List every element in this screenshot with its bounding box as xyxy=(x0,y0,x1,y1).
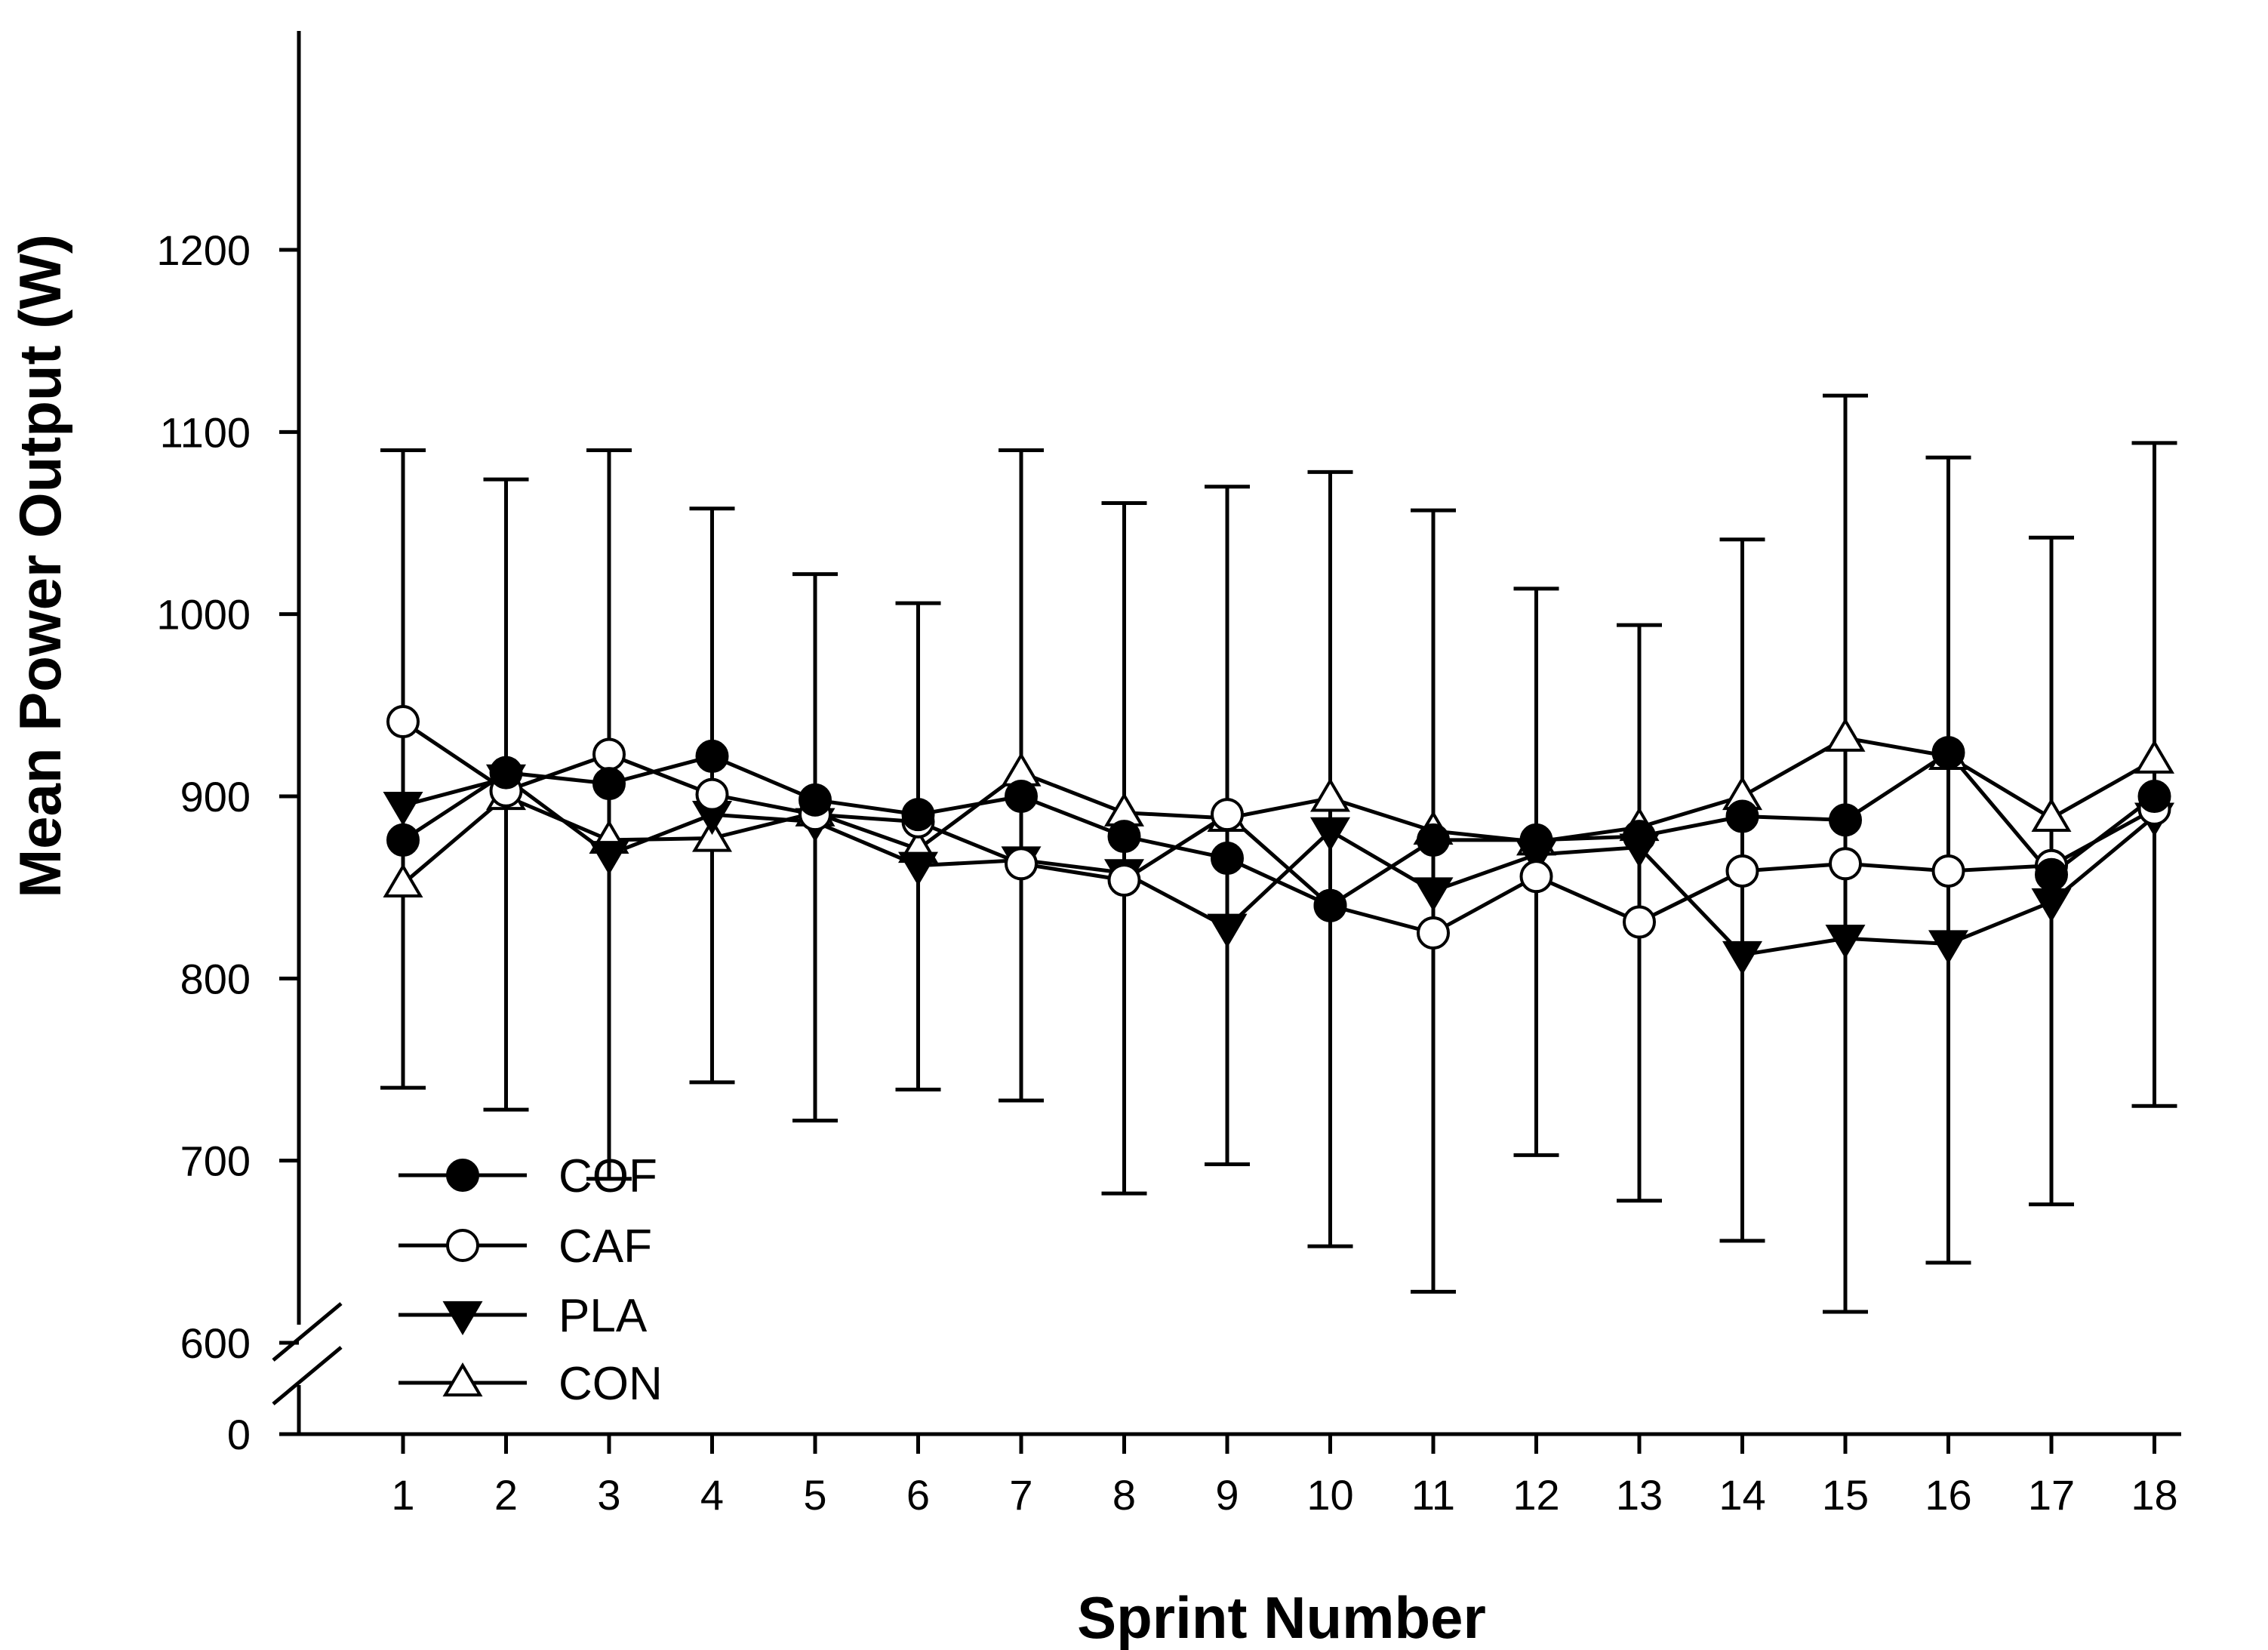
y-axis-title: Mean Power Output (W) xyxy=(7,234,73,898)
data-point-cof xyxy=(1725,799,1759,833)
series-line-con xyxy=(402,736,2156,885)
y-axis-break-mark xyxy=(272,1302,343,1362)
data-point-caf xyxy=(1005,847,1038,881)
x-tick-label: 15 xyxy=(1822,1471,1869,1519)
data-point-caf xyxy=(1417,916,1450,950)
x-tick-label: 12 xyxy=(1513,1471,1559,1519)
x-tick-label: 1 xyxy=(391,1471,414,1519)
y-tick-label: 600 xyxy=(180,1319,251,1367)
y-tick-label: 700 xyxy=(180,1137,251,1185)
x-tick-label: 3 xyxy=(597,1471,620,1519)
data-point-cof xyxy=(695,739,729,773)
legend-label-pla: PLA xyxy=(559,1290,648,1342)
legend-label-con: CON xyxy=(559,1358,663,1410)
data-point-cof xyxy=(386,823,420,857)
data-point-cof xyxy=(1829,803,1862,837)
series-markers xyxy=(383,705,2174,975)
data-point-cof xyxy=(1623,820,1656,854)
series-line-cof xyxy=(402,750,2156,908)
legend: COF CAF PLA CON xyxy=(399,1150,663,1410)
data-point-cof xyxy=(1211,842,1244,876)
data-point-caf xyxy=(1107,863,1141,897)
data-point-cof xyxy=(1417,823,1450,857)
y-tick-label: 900 xyxy=(180,773,251,820)
data-point-pla xyxy=(1825,925,1866,959)
x-tick-label: 4 xyxy=(700,1471,724,1519)
data-point-caf xyxy=(592,737,626,771)
y-tick-label: 800 xyxy=(180,955,251,1002)
x-axis-title: Sprint Number xyxy=(1077,1584,1486,1650)
data-point-pla xyxy=(2031,888,2072,922)
x-tick-label: 8 xyxy=(1112,1471,1136,1519)
y-tick-label: 1100 xyxy=(160,408,251,456)
data-point-caf xyxy=(1829,847,1862,881)
y-tick-label: 1200 xyxy=(156,226,251,274)
x-tick-label: 9 xyxy=(1215,1471,1239,1519)
x-tick-label: 14 xyxy=(1719,1471,1765,1519)
data-point-cof xyxy=(2035,857,2068,891)
data-point-pla xyxy=(1310,817,1350,851)
data-point-cof xyxy=(2137,780,2171,813)
data-point-con xyxy=(1310,777,1350,812)
data-point-con xyxy=(1825,717,1866,752)
data-point-cof xyxy=(1519,823,1553,857)
data-point-cof xyxy=(1313,888,1347,922)
data-point-pla xyxy=(383,791,423,827)
x-tick-label: 16 xyxy=(1925,1471,1971,1519)
data-point-cof xyxy=(901,798,935,832)
data-point-con xyxy=(692,817,732,852)
series-line-caf xyxy=(402,719,2156,935)
data-point-pla xyxy=(1413,877,1454,912)
y-tick-label: 1000 xyxy=(156,591,251,639)
data-point-cof xyxy=(1005,780,1038,813)
x-tick-label: 17 xyxy=(2028,1471,2075,1519)
x-tick-label: 18 xyxy=(2131,1471,2177,1519)
legend-marker-caf xyxy=(446,1229,479,1262)
data-point-caf xyxy=(386,705,420,739)
data-point-pla xyxy=(1928,930,1968,965)
data-point-caf xyxy=(1931,854,1965,888)
legend-marker-pla xyxy=(442,1301,483,1335)
legend-label-caf: CAF xyxy=(559,1221,652,1273)
x-tick-label: 2 xyxy=(494,1471,518,1519)
data-point-pla xyxy=(1207,913,1248,948)
legend-marker-cof xyxy=(446,1159,479,1192)
series-line-pla xyxy=(402,776,2156,957)
data-point-caf xyxy=(695,777,729,811)
data-point-cof xyxy=(799,783,832,817)
data-point-pla xyxy=(1722,940,1762,975)
x-tick-label: 7 xyxy=(1009,1471,1032,1519)
data-point-con xyxy=(2031,798,2072,833)
data-point-cof xyxy=(1931,736,1965,770)
data-point-caf xyxy=(1623,905,1656,939)
data-point-caf xyxy=(1725,854,1759,888)
x-tick-label: 13 xyxy=(1616,1471,1663,1519)
x-tick-label: 6 xyxy=(906,1471,930,1519)
series-lines xyxy=(402,719,2156,957)
y-axis-break-mark xyxy=(272,1346,343,1405)
legend-label-cof: COF xyxy=(559,1150,657,1202)
data-point-pla xyxy=(589,841,629,876)
data-point-cof xyxy=(592,767,626,801)
data-point-cof xyxy=(489,756,523,790)
x-tick-label: 5 xyxy=(803,1471,826,1519)
data-point-caf xyxy=(1211,798,1244,832)
data-point-cof xyxy=(1107,820,1141,854)
data-point-con xyxy=(2134,739,2174,774)
data-point-con xyxy=(383,863,423,897)
y-tick-label: 0 xyxy=(227,1411,251,1458)
data-point-caf xyxy=(1519,860,1553,894)
data-point-pla xyxy=(898,851,938,886)
legend-marker-con xyxy=(442,1362,483,1397)
x-tick-label: 11 xyxy=(1411,1471,1455,1519)
x-tick-label: 10 xyxy=(1306,1471,1353,1519)
